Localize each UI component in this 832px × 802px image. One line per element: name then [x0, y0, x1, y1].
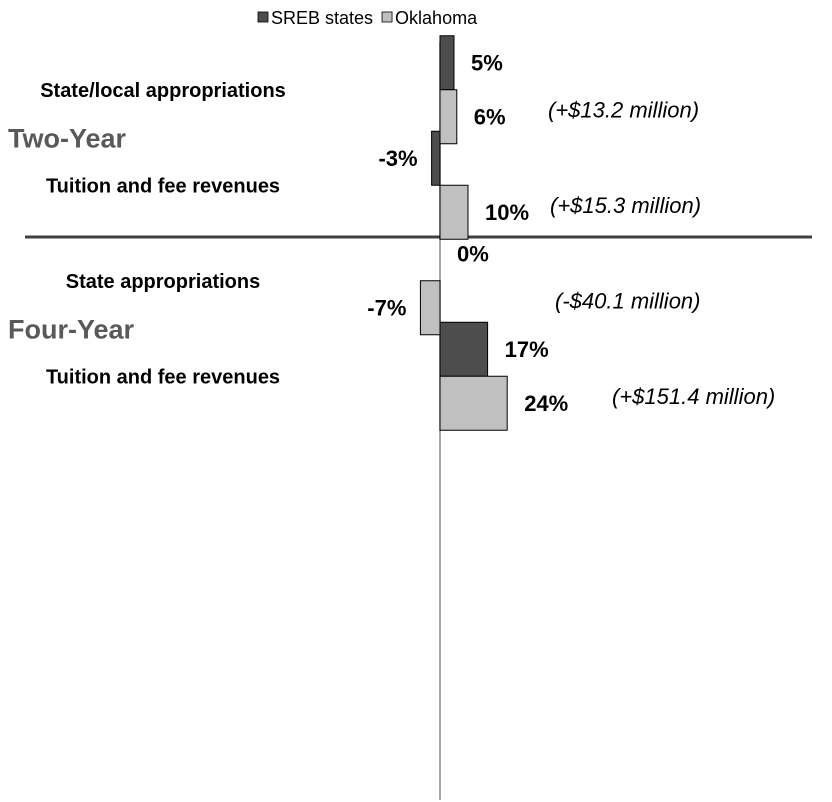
bar: [439, 89, 458, 145]
annotation: (+$151.4 million): [612, 384, 775, 409]
category-label: Tuition and fee revenues: [46, 367, 280, 389]
value-label: 6%: [474, 105, 506, 130]
legend-label: SREB states: [271, 8, 373, 28]
legend-swatch: [257, 11, 269, 23]
value-label: -3%: [378, 146, 417, 171]
group-label: Four-Year: [8, 315, 135, 345]
legend-label: Oklahoma: [395, 8, 478, 28]
annotation: (+$13.2 million): [548, 98, 699, 123]
value-label: 0%: [457, 242, 489, 267]
category-label: State/local appropriations: [40, 80, 286, 102]
annotation: (-$40.1 million): [555, 289, 701, 314]
legend-swatch: [381, 11, 393, 23]
bar: [439, 35, 455, 91]
bar: [439, 184, 469, 240]
category-label: Tuition and fee revenues: [46, 176, 280, 198]
value-label: 24%: [524, 391, 568, 416]
bar: [439, 375, 508, 431]
bar: [439, 321, 489, 377]
bar: [431, 130, 441, 186]
value-label: 10%: [485, 200, 529, 225]
category-label: State appropriations: [66, 271, 260, 293]
value-label: -7%: [367, 296, 406, 321]
group-label: Two-Year: [8, 124, 127, 154]
value-label: 17%: [505, 337, 549, 362]
annotation: (+$15.3 million): [550, 193, 701, 218]
value-label: 5%: [471, 51, 503, 76]
bar: [419, 280, 441, 336]
